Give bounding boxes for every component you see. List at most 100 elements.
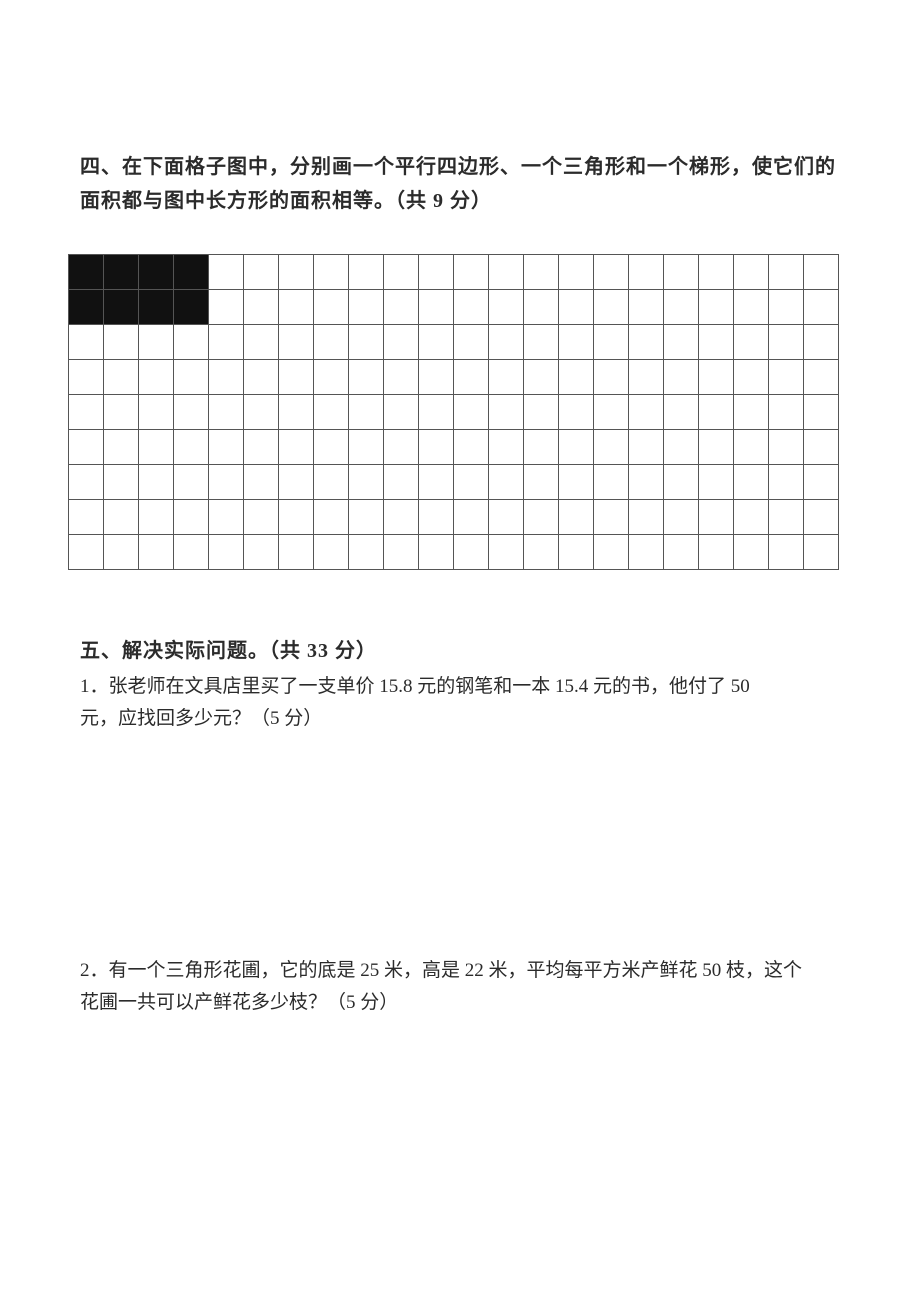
q5-2-line-b: 花圃一共可以产鲜花多少枝？（5 分） [80, 992, 398, 1013]
grid-cell [804, 360, 839, 395]
grid-cell [699, 325, 734, 360]
grid-cell [524, 430, 559, 465]
grid-cell [664, 255, 699, 290]
grid-cell [699, 255, 734, 290]
grid-cell [419, 430, 454, 465]
grid-cell [489, 360, 524, 395]
grid-cell [419, 360, 454, 395]
grid-cell [244, 465, 279, 500]
grid-cell [629, 325, 664, 360]
grid-cell [349, 500, 384, 535]
grid-cell [489, 395, 524, 430]
grid-cell [174, 255, 209, 290]
q5-1-line-b: 元，应找回多少元？（5 分） [80, 708, 322, 729]
grid-cell [174, 395, 209, 430]
grid-cell [419, 535, 454, 570]
grid-cell [209, 290, 244, 325]
grid-cell [629, 290, 664, 325]
grid-cell [524, 395, 559, 430]
grid-cell [699, 535, 734, 570]
grid-cell [384, 430, 419, 465]
grid-cell [699, 290, 734, 325]
grid-cell [559, 255, 594, 290]
grid-cell [279, 465, 314, 500]
grid-cell [139, 360, 174, 395]
grid-cell [244, 290, 279, 325]
grid-cell [454, 465, 489, 500]
grid-cell [244, 255, 279, 290]
grid-cell [174, 360, 209, 395]
grid-cell [559, 290, 594, 325]
grid-cell [664, 500, 699, 535]
grid-cell [244, 360, 279, 395]
grid-cell [244, 535, 279, 570]
grid-cell [699, 500, 734, 535]
grid-container [68, 254, 840, 570]
grid-cell [279, 255, 314, 290]
grid-cell [664, 360, 699, 395]
grid-cell [664, 465, 699, 500]
grid-cell [69, 395, 104, 430]
grid-cell [734, 535, 769, 570]
q5-2-line-a: 2．有一个三角形花圃，它的底是 25 米，高是 22 米，平均每平方米产鲜花 5… [80, 960, 802, 981]
grid-cell [104, 290, 139, 325]
grid-cell [524, 325, 559, 360]
grid-cell [279, 325, 314, 360]
grid-cell [104, 535, 139, 570]
grid-cell [489, 430, 524, 465]
q5-1-line-a: 1．张老师在文具店里买了一支单价 15.8 元的钢笔和一本 15.4 元的书，他… [80, 676, 750, 697]
grid-cell [314, 395, 349, 430]
grid-cell [734, 465, 769, 500]
grid-cell [769, 465, 804, 500]
grid-cell [419, 325, 454, 360]
grid-cell [629, 500, 664, 535]
grid-cell [664, 430, 699, 465]
grid-cell [209, 535, 244, 570]
grid-cell [69, 255, 104, 290]
grid-cell [699, 360, 734, 395]
grid-cell [174, 325, 209, 360]
answer-grid [68, 254, 839, 570]
grid-cell [489, 465, 524, 500]
grid-cell [629, 360, 664, 395]
grid-cell [664, 395, 699, 430]
grid-cell [454, 325, 489, 360]
grid-cell [104, 325, 139, 360]
grid-cell [664, 290, 699, 325]
grid-cell [769, 325, 804, 360]
grid-cell [384, 290, 419, 325]
grid-cell [734, 290, 769, 325]
grid-cell [104, 255, 139, 290]
grid-cell [594, 500, 629, 535]
grid-cell [454, 255, 489, 290]
grid-cell [174, 430, 209, 465]
question-4: 四、在下面格子图中，分别画一个平行四边形、一个三角形和一个梯形，使它们的 面积都… [80, 150, 840, 218]
grid-cell [244, 500, 279, 535]
grid-cell [279, 430, 314, 465]
grid-cell [559, 500, 594, 535]
grid-cell [489, 290, 524, 325]
grid-cell [279, 290, 314, 325]
grid-cell [69, 325, 104, 360]
grid-cell [769, 535, 804, 570]
grid-cell [419, 395, 454, 430]
grid-cell [489, 325, 524, 360]
grid-cell [139, 395, 174, 430]
grid-cell [384, 255, 419, 290]
grid-cell [804, 290, 839, 325]
grid-cell [454, 360, 489, 395]
grid-cell [349, 465, 384, 500]
grid-cell [804, 465, 839, 500]
grid-cell [489, 535, 524, 570]
grid-cell [349, 255, 384, 290]
grid-cell [209, 395, 244, 430]
grid-cell [314, 430, 349, 465]
grid-cell [804, 395, 839, 430]
grid-cell [629, 430, 664, 465]
grid-cell [139, 325, 174, 360]
grid-cell [69, 290, 104, 325]
grid-cell [139, 535, 174, 570]
grid-cell [419, 465, 454, 500]
grid-cell [524, 360, 559, 395]
grid-cell [384, 325, 419, 360]
